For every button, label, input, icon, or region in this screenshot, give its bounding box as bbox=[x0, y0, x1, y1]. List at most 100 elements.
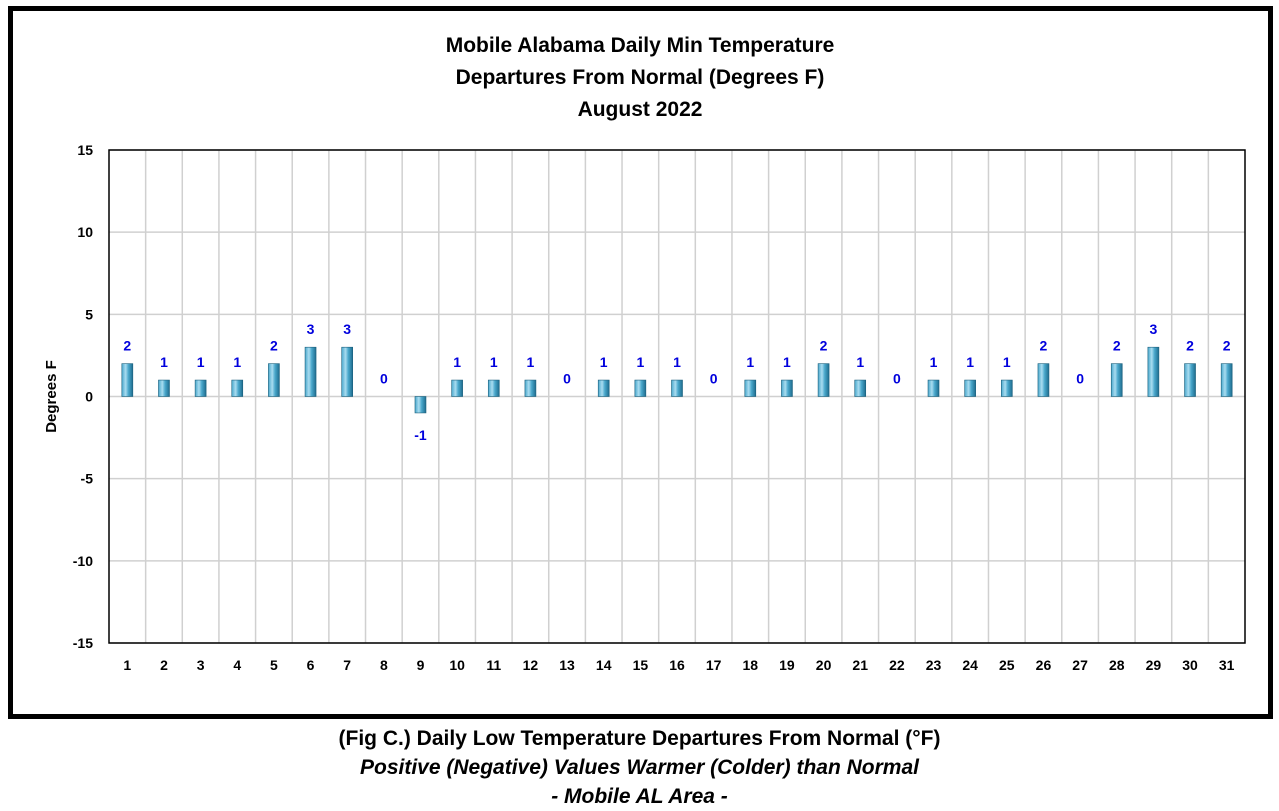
y-tick-label: 15 bbox=[77, 142, 93, 158]
x-tick-label: 17 bbox=[706, 657, 722, 673]
x-tick-label: 20 bbox=[816, 657, 832, 673]
bar bbox=[1184, 363, 1196, 397]
bar bbox=[1037, 363, 1050, 397]
data-label: 0 bbox=[1076, 371, 1084, 387]
figure-caption: (Fig C.) Daily Low Temperature Departure… bbox=[0, 724, 1279, 811]
bar bbox=[597, 379, 610, 397]
bar bbox=[524, 379, 537, 397]
data-label: 2 bbox=[123, 338, 131, 354]
x-tick-label: 6 bbox=[307, 657, 315, 673]
data-label: 2 bbox=[1113, 338, 1121, 354]
bar bbox=[121, 363, 134, 397]
bar bbox=[487, 379, 500, 397]
chart-title-line: August 2022 bbox=[578, 98, 703, 121]
data-label: 0 bbox=[893, 371, 901, 387]
data-label: 1 bbox=[966, 354, 974, 370]
plot-area-border bbox=[108, 149, 1246, 644]
bar bbox=[634, 379, 647, 397]
caption-title: (Fig C.) Daily Low Temperature Departure… bbox=[338, 727, 941, 750]
chart-title-line: Departures From Normal (Degrees F) bbox=[456, 66, 825, 89]
bar bbox=[1110, 363, 1123, 397]
bar bbox=[341, 346, 353, 397]
data-label: 1 bbox=[197, 354, 205, 370]
bar bbox=[1147, 346, 1160, 397]
bar bbox=[158, 379, 170, 397]
chart-title-line: Mobile Alabama Daily Min Temperature bbox=[446, 34, 835, 57]
bar bbox=[781, 379, 793, 397]
data-label: 2 bbox=[820, 338, 828, 354]
data-label: 2 bbox=[1186, 338, 1194, 354]
x-tick-label: 30 bbox=[1182, 657, 1198, 673]
y-tick-label: -5 bbox=[81, 471, 94, 487]
bar bbox=[194, 379, 207, 397]
caption-area: - Mobile AL Area - bbox=[551, 785, 728, 808]
x-tick-label: 9 bbox=[417, 657, 425, 673]
data-label: 0 bbox=[380, 371, 388, 387]
y-tick-label: -15 bbox=[73, 635, 93, 651]
y-tick-label: -10 bbox=[73, 553, 93, 569]
x-tick-label: 7 bbox=[343, 657, 351, 673]
data-label: 1 bbox=[1003, 354, 1011, 370]
data-label: 3 bbox=[343, 321, 351, 337]
bar bbox=[817, 363, 830, 397]
x-tick-label: 27 bbox=[1072, 657, 1088, 673]
bar bbox=[414, 396, 427, 414]
x-tick-label: 13 bbox=[559, 657, 575, 673]
data-label: 1 bbox=[930, 354, 938, 370]
x-tick-label: 28 bbox=[1109, 657, 1125, 673]
x-tick-label: 26 bbox=[1036, 657, 1052, 673]
x-tick-label: 10 bbox=[449, 657, 465, 673]
data-label: 2 bbox=[270, 338, 278, 354]
data-label: 0 bbox=[710, 371, 718, 387]
x-tick-label: 29 bbox=[1146, 657, 1162, 673]
x-tick-label: 8 bbox=[380, 657, 388, 673]
y-axis-title: Degrees F bbox=[43, 360, 60, 433]
x-tick-label: 16 bbox=[669, 657, 685, 673]
data-label: 1 bbox=[636, 354, 644, 370]
x-tick-label: 18 bbox=[743, 657, 759, 673]
data-label: 1 bbox=[783, 354, 791, 370]
x-tick-label: 4 bbox=[233, 657, 241, 673]
x-tick-label: 14 bbox=[596, 657, 612, 673]
data-label: 1 bbox=[746, 354, 754, 370]
data-label: 1 bbox=[673, 354, 681, 370]
x-tick-label: 3 bbox=[197, 657, 205, 673]
caption-subtitle: Positive (Negative) Values Warmer (Colde… bbox=[360, 756, 919, 779]
bar bbox=[964, 379, 976, 397]
x-tick-label: 24 bbox=[962, 657, 978, 673]
x-tick-label: 11 bbox=[486, 657, 501, 673]
x-tick-label: 31 bbox=[1219, 657, 1235, 673]
bar bbox=[927, 379, 940, 397]
y-tick-label: 10 bbox=[77, 224, 93, 240]
data-label: 3 bbox=[1149, 321, 1157, 337]
bar-chart: Mobile Alabama Daily Min Temperature Depa… bbox=[43, 34, 1246, 673]
x-tick-label: 2 bbox=[160, 657, 168, 673]
y-tick-label: 0 bbox=[85, 389, 93, 405]
x-tick-label: 12 bbox=[523, 657, 539, 673]
bar bbox=[304, 346, 317, 397]
bar bbox=[854, 379, 867, 397]
data-label: 1 bbox=[600, 354, 608, 370]
data-label: 1 bbox=[160, 354, 168, 370]
bar bbox=[1220, 363, 1233, 397]
data-label: 1 bbox=[490, 354, 498, 370]
data-label: 2 bbox=[1040, 338, 1048, 354]
x-tick-label: 25 bbox=[999, 657, 1015, 673]
data-label: 1 bbox=[233, 354, 241, 370]
data-label: -1 bbox=[414, 427, 427, 443]
data-label: 1 bbox=[527, 354, 535, 370]
bar bbox=[1001, 379, 1013, 397]
x-tick-label: 21 bbox=[852, 657, 868, 673]
bar bbox=[744, 379, 757, 397]
x-tick-label: 1 bbox=[123, 657, 131, 673]
data-label: 3 bbox=[307, 321, 315, 337]
bar bbox=[451, 379, 463, 397]
x-tick-label: 23 bbox=[926, 657, 942, 673]
x-tick-label: 22 bbox=[889, 657, 905, 673]
y-tick-label: 5 bbox=[85, 306, 93, 322]
x-tick-label: 15 bbox=[633, 657, 649, 673]
data-label: 0 bbox=[563, 371, 571, 387]
bar bbox=[231, 379, 244, 397]
data-label: 1 bbox=[856, 354, 864, 370]
x-tick-label: 5 bbox=[270, 657, 278, 673]
